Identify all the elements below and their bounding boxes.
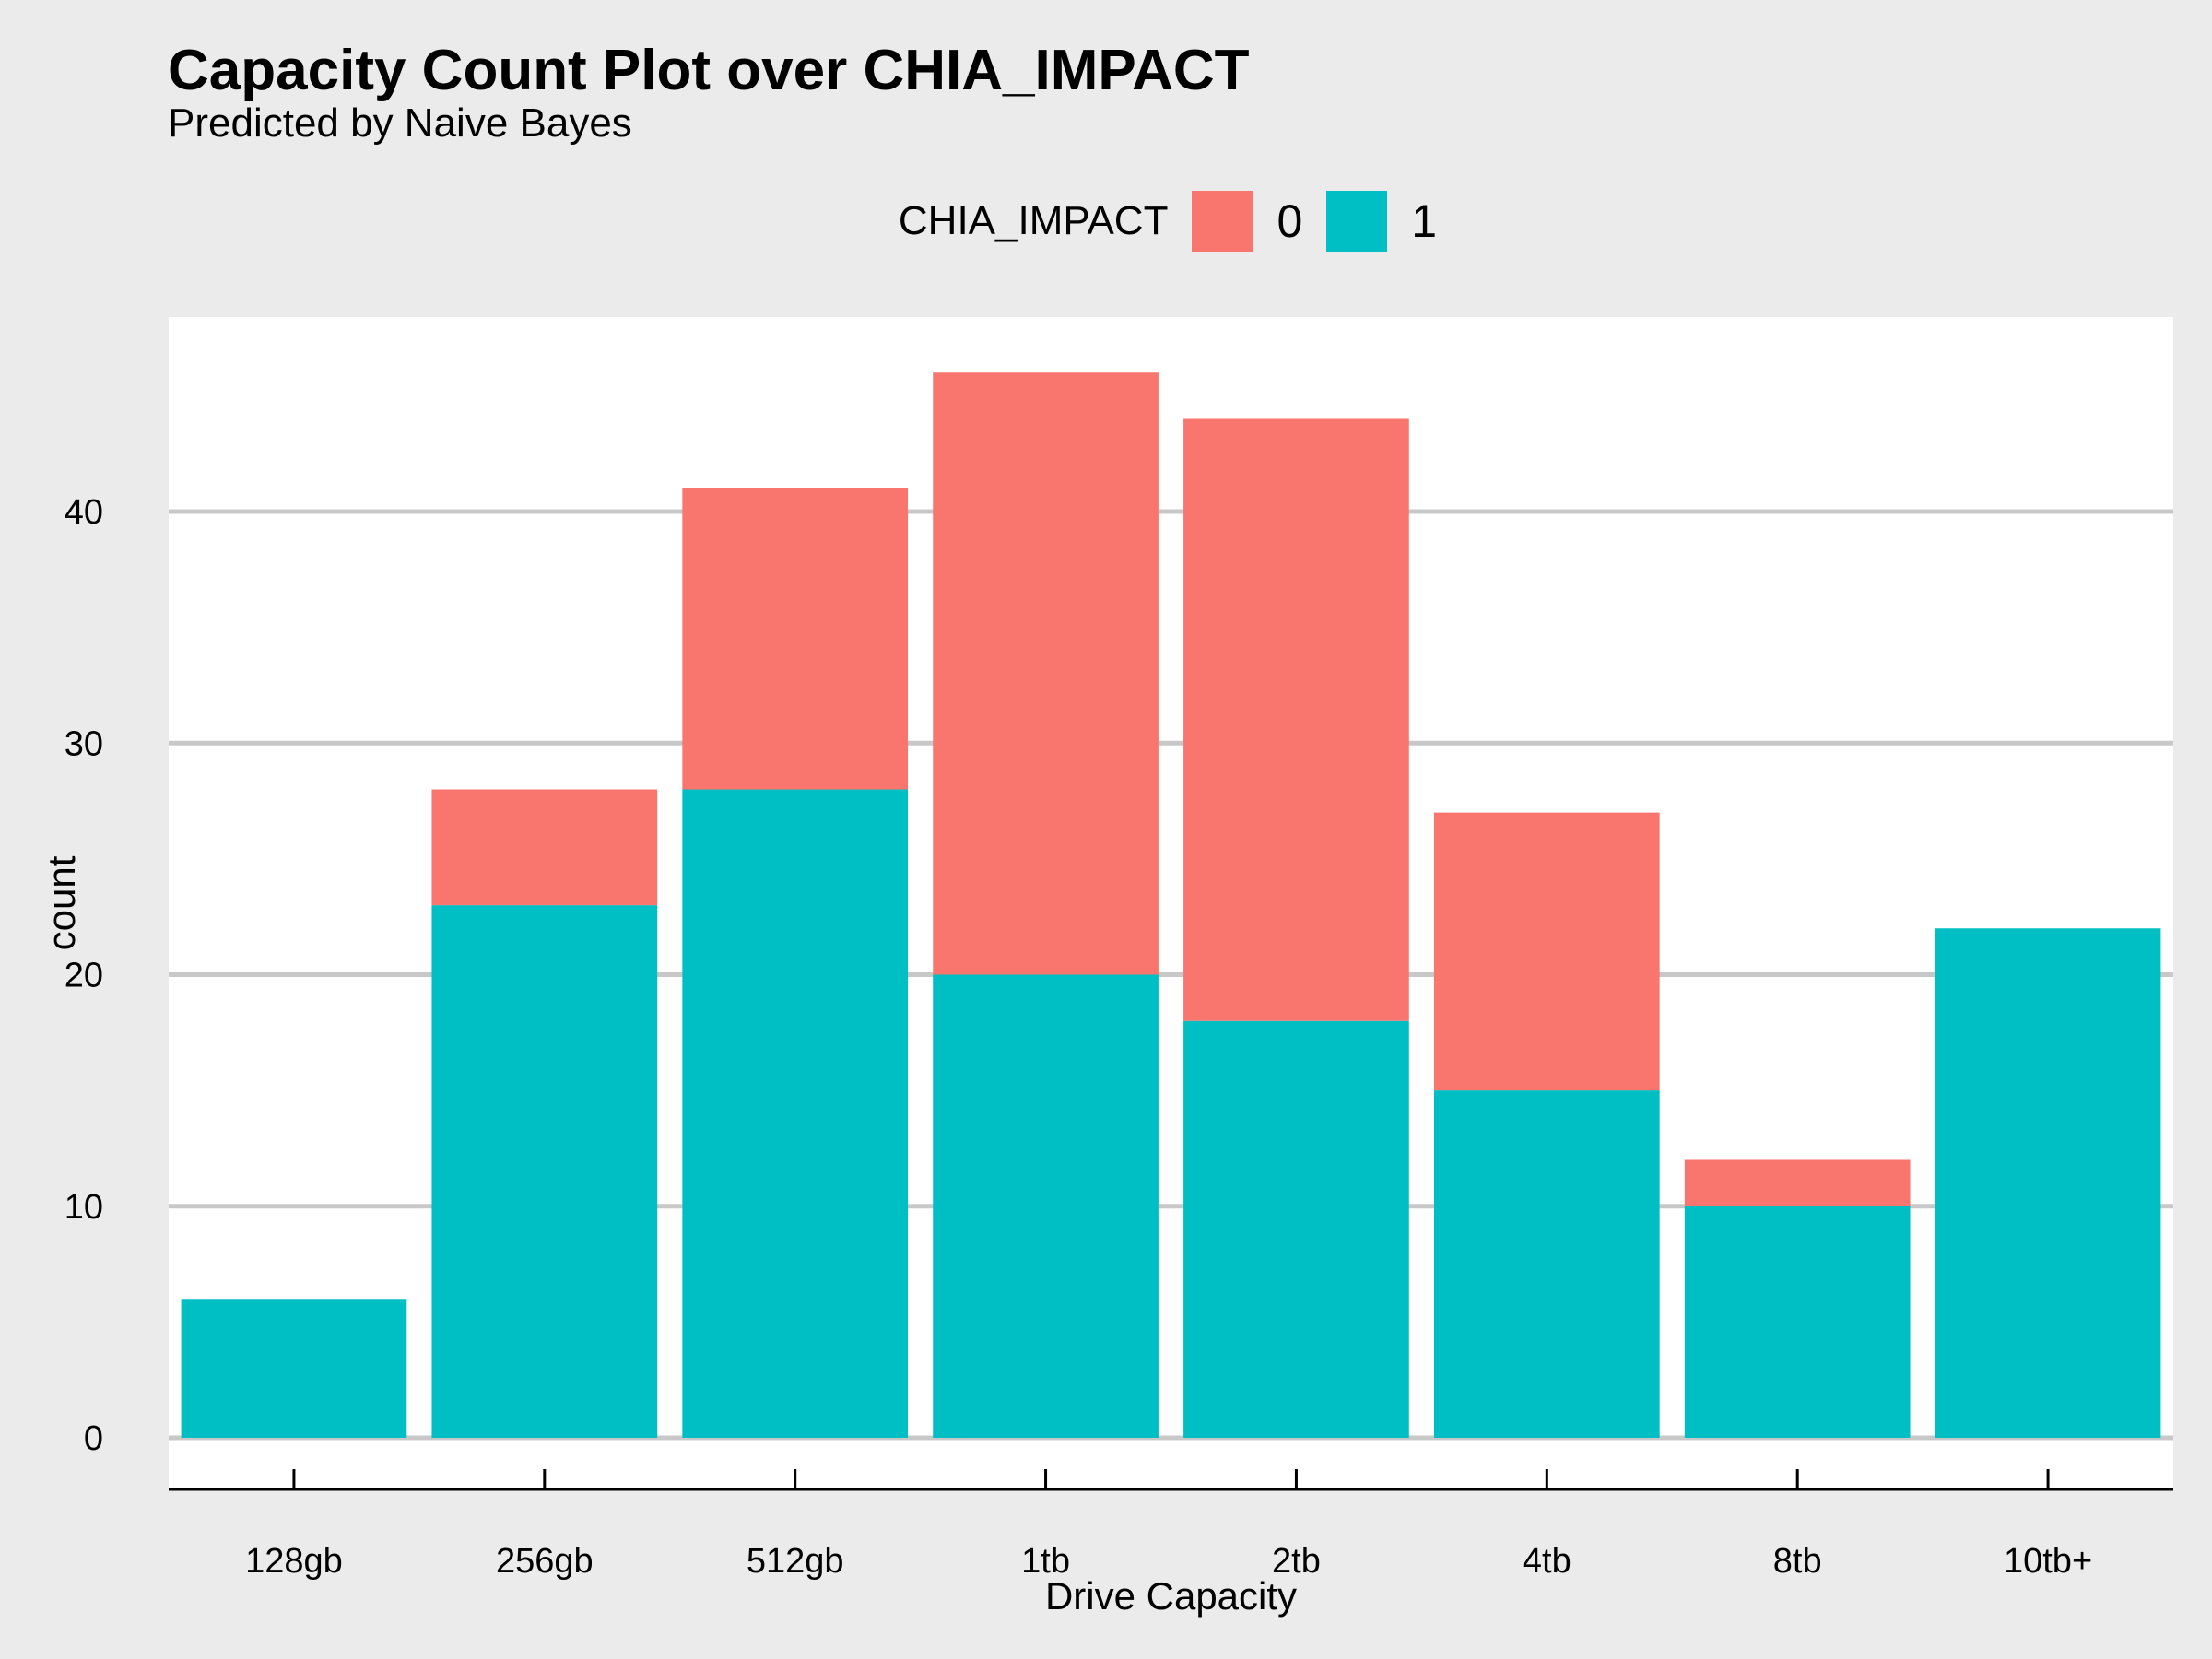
bar-10tb+-series-1 bbox=[1935, 928, 2161, 1438]
y-tick-label-30: 30 bbox=[65, 724, 103, 763]
bar-512gb-series-0 bbox=[682, 488, 909, 790]
legend: CHIA_IMPACT 0 1 bbox=[0, 184, 2212, 258]
x-tick-label-10tb+: 10tb+ bbox=[2004, 1542, 2092, 1581]
y-tick-label-0: 0 bbox=[84, 1419, 103, 1458]
chart-subtitle: Predicted by Naive Bayes bbox=[168, 100, 632, 146]
bar-128gb-series-1 bbox=[181, 1299, 407, 1438]
bar-8tb-series-1 bbox=[1684, 1206, 1911, 1438]
x-tick-label-2tb: 2tb bbox=[1272, 1542, 1321, 1581]
bar-4tb-series-1 bbox=[1433, 1090, 1660, 1438]
y-axis-title: count bbox=[40, 855, 83, 950]
x-tick-label-256gb: 256gb bbox=[496, 1542, 594, 1581]
chart-title: Capacity Count Plot over CHIA_IMPACT bbox=[168, 39, 1250, 102]
y-tick-label-20: 20 bbox=[65, 957, 103, 995]
legend-title: CHIA_IMPACT bbox=[898, 198, 1169, 243]
bar-1tb-series-1 bbox=[933, 974, 1159, 1438]
bar-8tb-series-0 bbox=[1684, 1159, 1911, 1206]
legend-item-0: 0 bbox=[1192, 191, 1302, 252]
bar-512gb-series-1 bbox=[682, 789, 909, 1438]
bar-1tb-series-0 bbox=[933, 372, 1159, 975]
legend-swatch-0 bbox=[1192, 191, 1253, 252]
x-tick-label-8tb: 8tb bbox=[1773, 1542, 1822, 1581]
y-tick-label-10: 10 bbox=[65, 1188, 103, 1227]
bar-4tb-series-0 bbox=[1433, 812, 1660, 1091]
legend-label-0: 0 bbox=[1277, 195, 1303, 247]
y-tick-label-40: 40 bbox=[65, 493, 103, 532]
x-tick-label-1tb: 1tb bbox=[1021, 1542, 1070, 1581]
bar-2tb-series-0 bbox=[1183, 418, 1409, 1021]
x-tick-label-128gb: 128gb bbox=[245, 1542, 343, 1581]
legend-swatch-1 bbox=[1326, 191, 1388, 252]
x-axis-title: Drive Capacity bbox=[1045, 1574, 1297, 1618]
legend-label-1: 1 bbox=[1411, 195, 1438, 247]
legend-item-1: 1 bbox=[1326, 191, 1437, 252]
bar-256gb-series-0 bbox=[431, 789, 658, 906]
x-tick-label-512gb: 512gb bbox=[747, 1542, 844, 1581]
x-tick-label-4tb: 4tb bbox=[1523, 1542, 1571, 1581]
bar-256gb-series-1 bbox=[431, 905, 658, 1438]
bar-2tb-series-1 bbox=[1183, 1020, 1409, 1438]
